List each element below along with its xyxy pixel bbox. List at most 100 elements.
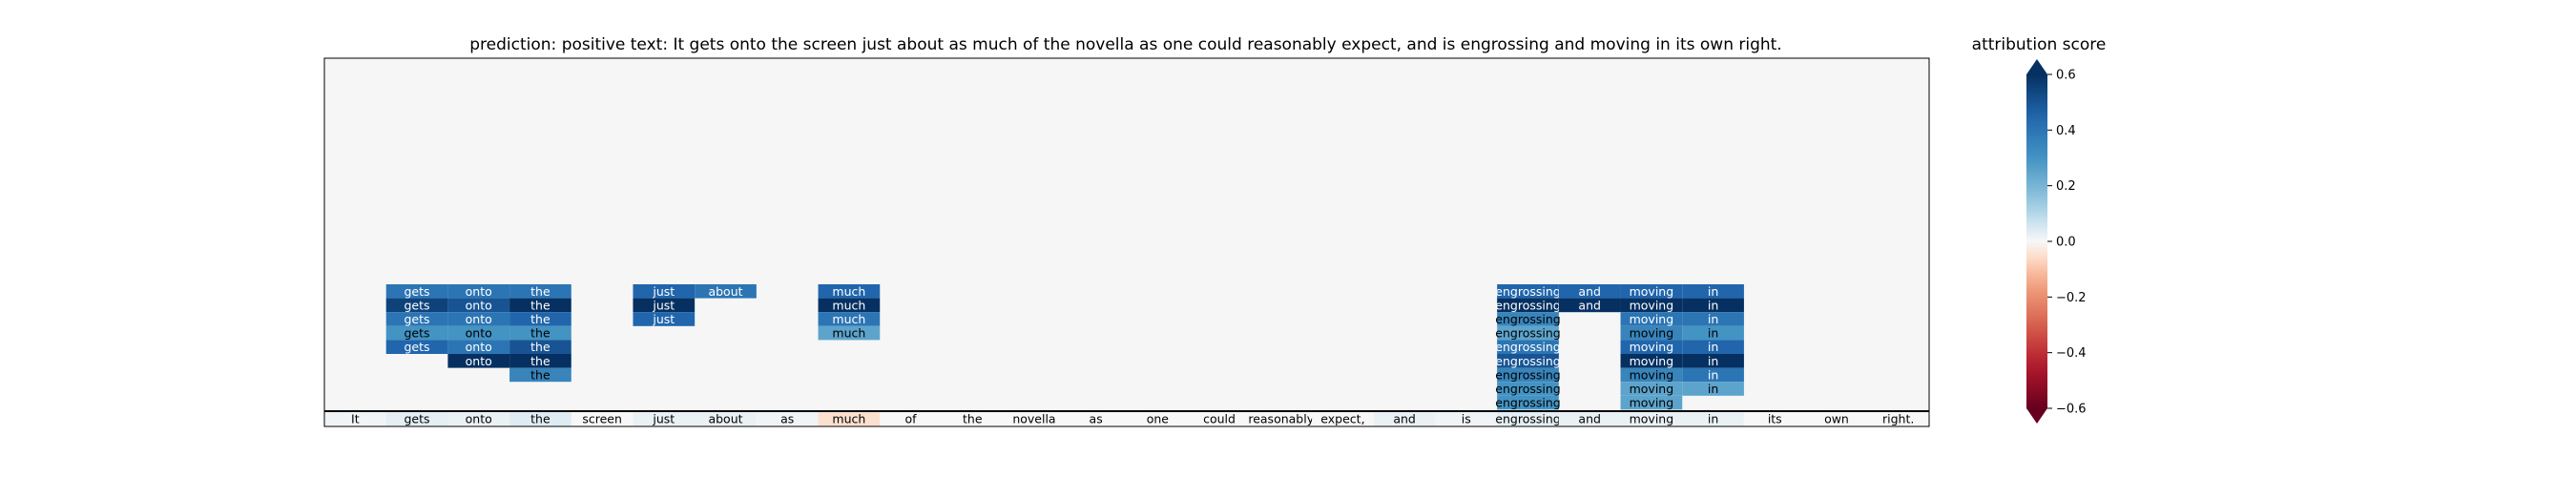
heatmap-cell — [1558, 298, 1621, 313]
token-label: is — [1462, 412, 1471, 426]
heatmap-cell-label: engrossing — [1495, 367, 1560, 382]
heatmap-cell-label: just — [652, 298, 675, 312]
heatmap-cell-label: in — [1708, 298, 1718, 312]
heatmap-cell-label: onto — [466, 298, 492, 312]
heatmap-cell-label: moving — [1630, 284, 1674, 299]
heatmap-cell — [818, 325, 881, 341]
heatmap-cell-label: engrossing — [1495, 382, 1560, 396]
heatmap-cell — [385, 284, 448, 299]
heatmap-cell-label: and — [1578, 284, 1601, 299]
heatmap-cell-label: gets — [405, 284, 430, 299]
colorbar-extend-min — [2026, 408, 2047, 424]
heatmap-cell-label: engrossing — [1495, 284, 1560, 299]
heatmap-cell-label: engrossing — [1495, 312, 1560, 326]
token-cell — [1497, 411, 1559, 426]
token-label: and — [1578, 412, 1601, 426]
heatmap-cell — [1620, 312, 1683, 326]
token-cell — [941, 411, 1004, 426]
token-label: as — [780, 412, 794, 426]
heatmap-cell — [1682, 325, 1744, 341]
heatmap-cell-label: just — [652, 284, 675, 299]
heatmap-cell-label: gets — [405, 326, 430, 341]
heatmap-cell-label: in — [1708, 382, 1718, 396]
token-label: right. — [1882, 412, 1914, 426]
heatmap-cell — [1620, 284, 1683, 299]
heatmap-cell — [1497, 340, 1559, 354]
token-label: moving — [1630, 412, 1674, 426]
colorbar: 0.6 0.4 0.2 0.0 −0.2 −0.4 −0.6 — [2026, 59, 2087, 424]
colorbar-label: attribution score — [1972, 35, 2107, 54]
heatmap-cell — [509, 354, 571, 368]
token-label: It — [351, 412, 360, 426]
token-label: expect, — [1320, 412, 1364, 426]
heatmap-cell-label: the — [530, 367, 551, 382]
heatmap-cell — [1682, 284, 1744, 299]
token-cell — [1065, 411, 1127, 426]
heatmap-cell — [1497, 367, 1559, 383]
heatmap-cell — [509, 325, 571, 341]
heatmap-cell — [509, 340, 571, 354]
heatmap-cell — [1620, 340, 1683, 354]
heatmap-cell-label: onto — [466, 326, 492, 341]
token-cell — [633, 411, 696, 426]
token-cell — [1312, 411, 1374, 426]
heatmap-cell-label: moving — [1630, 326, 1674, 341]
token-label: novella — [1012, 412, 1055, 426]
token-label: much — [832, 412, 865, 426]
heatmap-cell — [1682, 382, 1744, 396]
heatmap-cell-label: the — [530, 354, 551, 368]
heatmap-cell-label: the — [530, 284, 551, 299]
heatmap-cell — [1497, 395, 1559, 410]
heatmap-cell-label: onto — [466, 340, 492, 354]
heatmap-cell-label: moving — [1630, 396, 1674, 410]
heatmap-cell — [1558, 284, 1621, 299]
token-label: own — [1824, 412, 1849, 426]
heatmap-cell — [1620, 354, 1683, 368]
heatmap-cell — [385, 312, 448, 326]
heatmap-cell-label: onto — [466, 312, 492, 326]
colorbar-tick-label: −0.2 — [2056, 291, 2087, 305]
token-label: could — [1203, 412, 1236, 426]
heatmap-cell — [385, 340, 448, 354]
heatmap-cell-label: the — [530, 326, 551, 341]
token-cell — [880, 411, 942, 426]
token-cell — [1558, 411, 1621, 426]
heatmap-cell — [633, 312, 696, 326]
heatmap-cell — [447, 298, 510, 313]
heatmap-cell — [509, 284, 571, 299]
heatmap-cell — [818, 298, 881, 313]
heatmap-cell-label: much — [832, 298, 865, 312]
heatmap-cell-label: in — [1708, 284, 1718, 299]
token-label: one — [1147, 412, 1170, 426]
heatmap-cell-label: about — [708, 284, 742, 299]
token-label: engrossing — [1495, 412, 1560, 426]
heatmap-cell-label: gets — [405, 298, 430, 312]
heatmap-cell-label: moving — [1630, 298, 1674, 312]
heatmap-cells: getsgetsgetsgetsgetsontoontoontoontoonto… — [385, 284, 1744, 410]
heatmap-cell — [1682, 340, 1744, 354]
colorbar-tick-label: 0.2 — [2056, 179, 2076, 194]
heatmap-cell-label: just — [652, 312, 675, 326]
heatmap-cell — [633, 298, 696, 313]
heatmap-cell — [1497, 382, 1559, 396]
heatmap-cell — [385, 298, 448, 313]
heatmap-cell-label: the — [530, 340, 551, 354]
heatmap-cell — [1620, 382, 1683, 396]
heatmap-cell — [1497, 312, 1559, 326]
heatmap-cell — [1682, 298, 1744, 313]
heatmap-cell-label: moving — [1630, 312, 1674, 326]
heatmap-cell-label: engrossing — [1495, 340, 1560, 354]
heatmap-cell — [447, 325, 510, 341]
heatmap-cell — [447, 284, 510, 299]
heatmap-cell — [1497, 284, 1559, 299]
heatmap-cell-label: gets — [405, 340, 430, 354]
token-cell — [1435, 411, 1498, 426]
heatmap-cell-label: engrossing — [1495, 396, 1560, 410]
heatmap-cell — [818, 284, 881, 299]
heatmap-cell-label: much — [832, 284, 865, 299]
heatmap-cell — [1620, 395, 1683, 410]
heatmap-cell — [447, 354, 510, 368]
heatmap-cell-label: in — [1708, 354, 1718, 368]
token-label: its — [1768, 412, 1782, 426]
